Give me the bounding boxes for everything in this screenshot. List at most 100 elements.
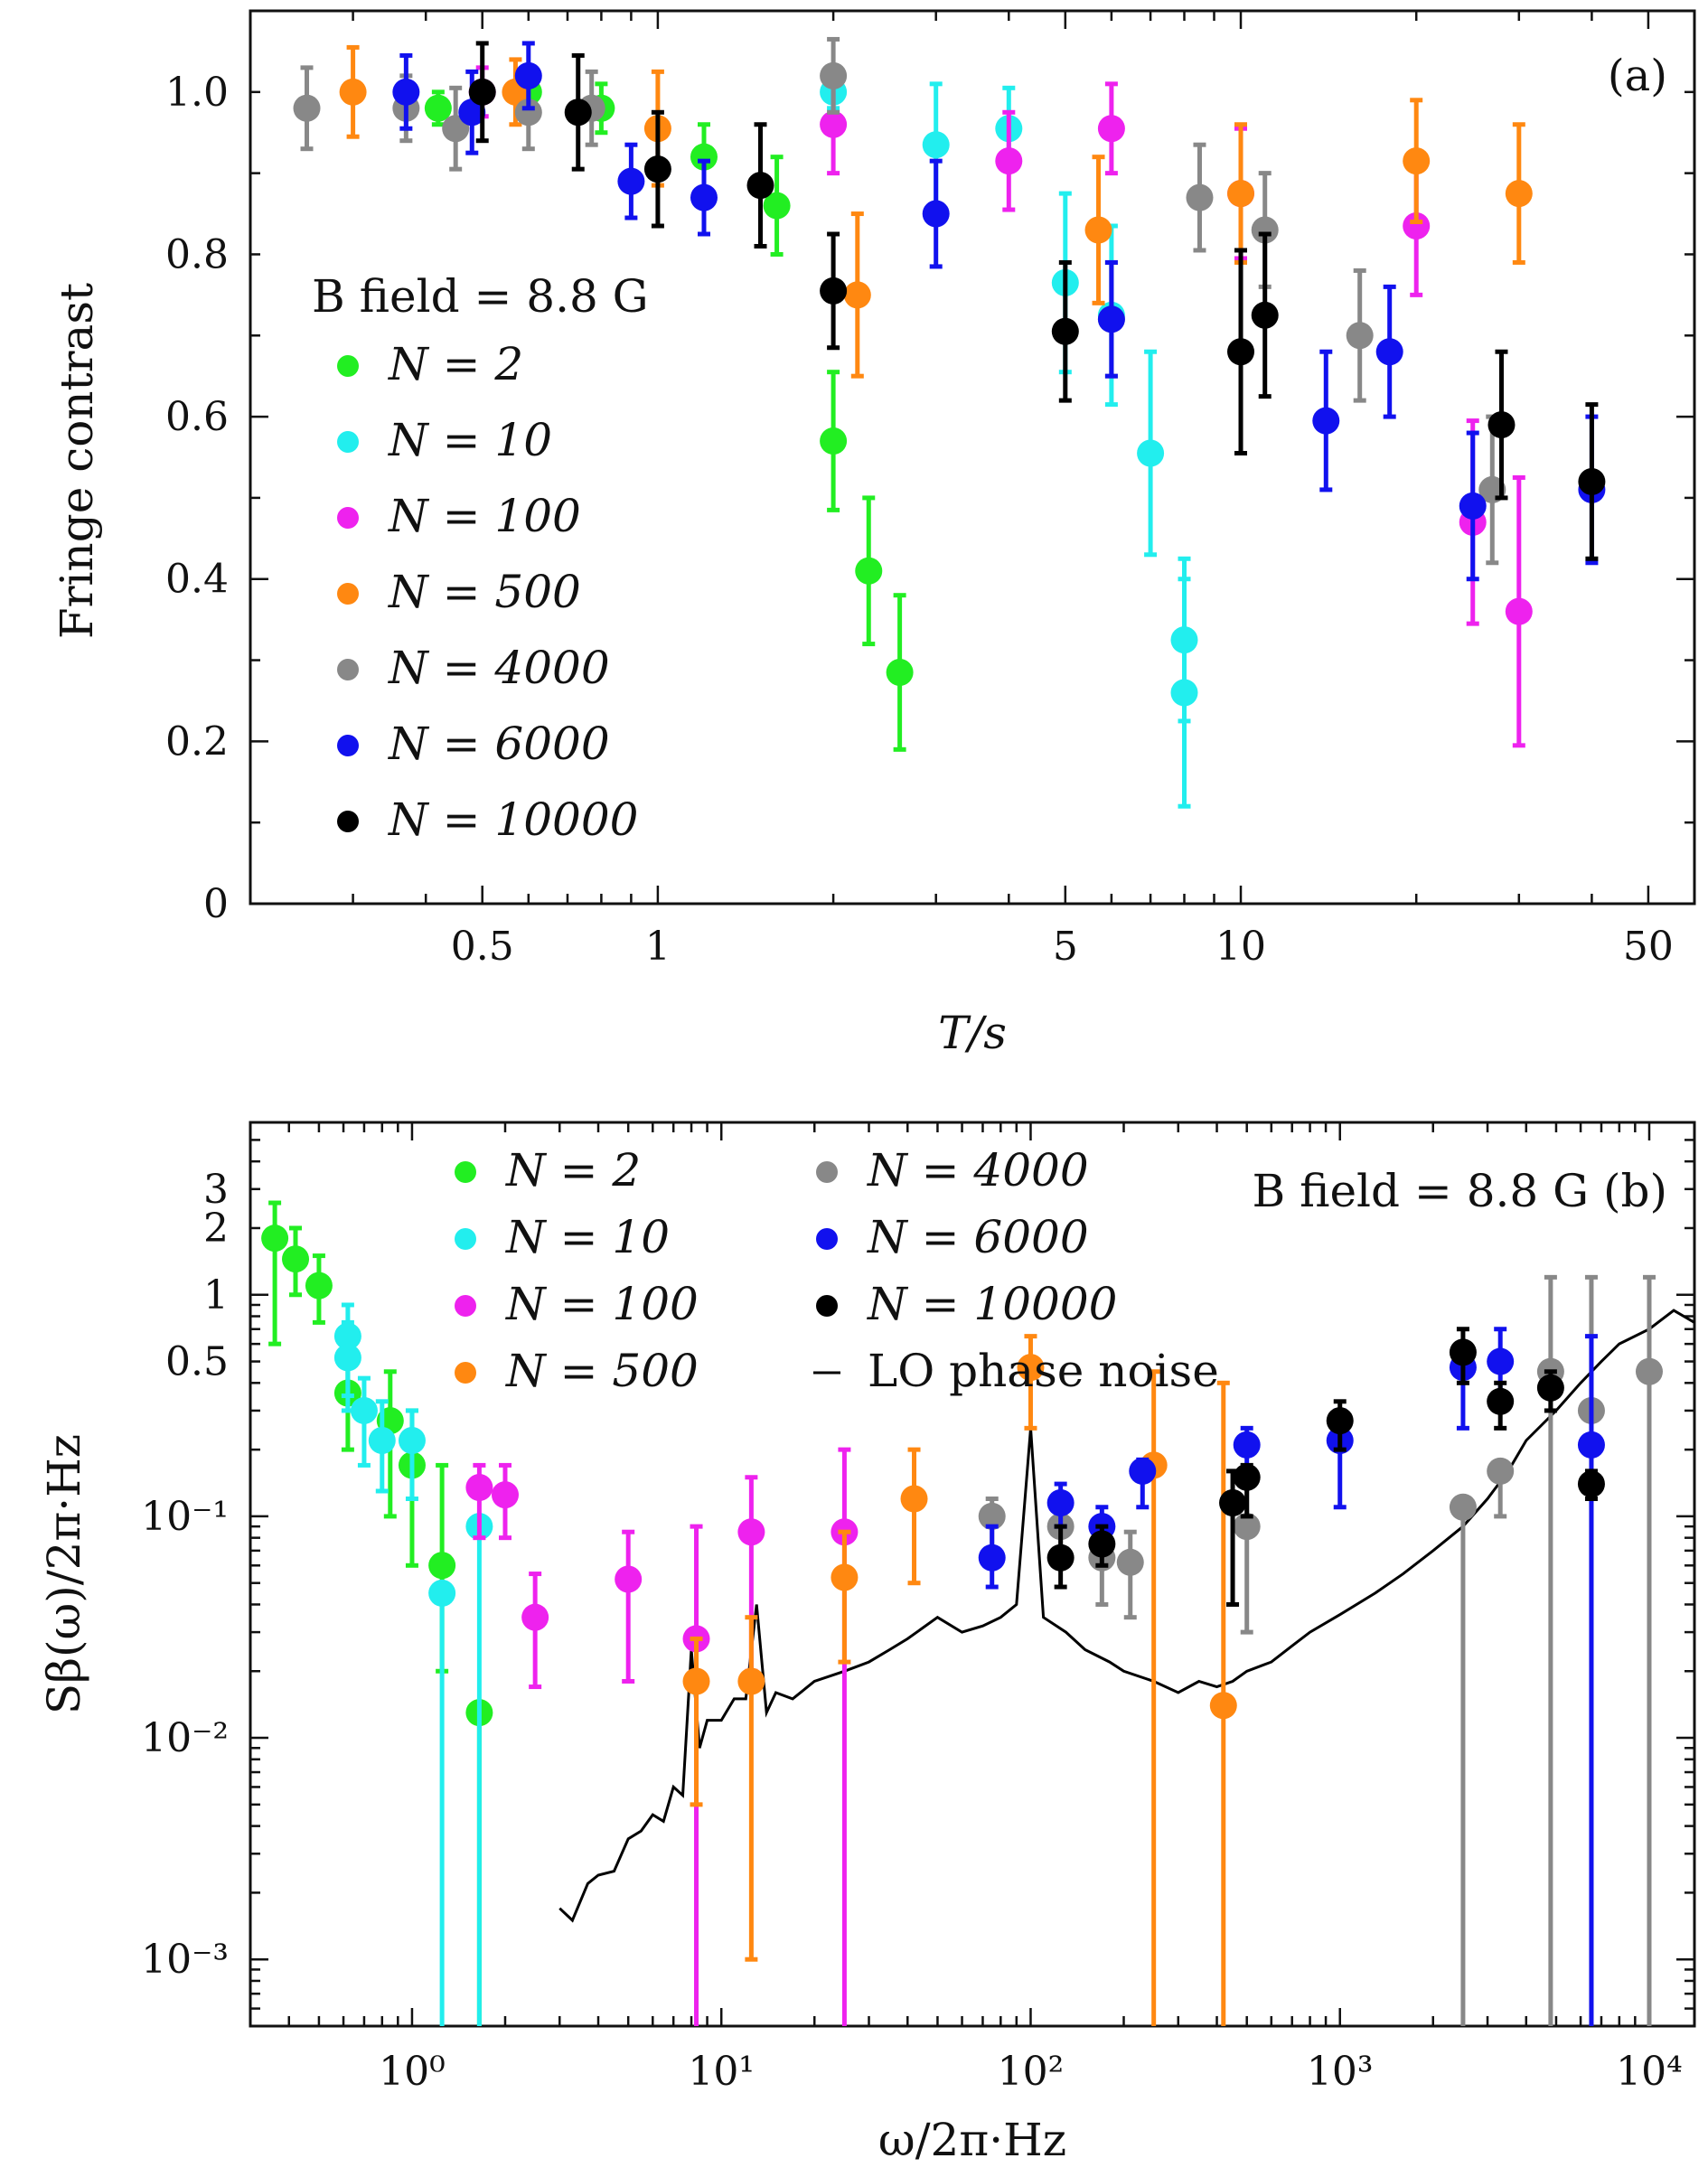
data-point bbox=[428, 1579, 456, 1607]
legend-label: N = 500 bbox=[505, 1345, 699, 1397]
legend-label: LO phase noise bbox=[868, 1345, 1219, 1397]
data-point bbox=[1578, 467, 1606, 495]
data-point bbox=[305, 1271, 333, 1300]
data-point bbox=[820, 110, 848, 138]
x-tick-label: 10³ bbox=[1307, 2049, 1374, 2095]
x-tick-label: 0.5 bbox=[451, 924, 514, 970]
legend-label: N = 4000 bbox=[388, 642, 610, 694]
data-point bbox=[831, 1563, 859, 1591]
x-tick-label: 10¹ bbox=[688, 2049, 755, 2095]
y-tick-label-minor: 0.5 bbox=[165, 1339, 229, 1385]
series-N2 bbox=[261, 1200, 493, 2026]
legend-label: N = 10000 bbox=[388, 793, 639, 846]
data-point bbox=[1577, 1470, 1605, 1498]
data-point bbox=[261, 1225, 289, 1253]
panel-a-xlabel: T/s bbox=[938, 1007, 1007, 1059]
series-N100 bbox=[465, 1447, 859, 2026]
data-point bbox=[514, 61, 542, 89]
y-tick-label-minor: 1 bbox=[203, 1272, 229, 1318]
x-tick-label: 10² bbox=[998, 2049, 1065, 2095]
y-tick-label: 0.2 bbox=[165, 718, 229, 765]
data-point bbox=[737, 1518, 765, 1546]
legend-marker bbox=[337, 507, 359, 529]
data-point bbox=[1459, 492, 1487, 520]
series-N6000 bbox=[978, 1327, 1605, 2026]
data-point bbox=[1186, 183, 1214, 211]
data-point bbox=[1137, 439, 1165, 467]
data-point bbox=[282, 1245, 310, 1273]
y-tick-label-minor: 2 bbox=[203, 1206, 229, 1252]
data-point bbox=[682, 1667, 710, 1695]
series-N500 bbox=[682, 1334, 1237, 2026]
panel-b: 10⁰ 10¹ 10² 10³ 10⁴ 10⁻³ 10⁻² 10⁻¹ 0.5 1 23 ω/2π·H… bbox=[38, 1121, 1696, 2166]
data-point bbox=[1326, 1407, 1354, 1435]
legend-label: N = 6000 bbox=[867, 1211, 1089, 1263]
data-point bbox=[424, 94, 452, 122]
data-point bbox=[1487, 1347, 1515, 1375]
data-point bbox=[1577, 1431, 1605, 1459]
legend-marker bbox=[455, 1228, 476, 1250]
data-point bbox=[1170, 679, 1198, 707]
panel-a: 0.5 1 5 10 50 0 0.2 0.4 0.6 0.8 1.0 T/s Fringe con… bbox=[51, 9, 1696, 1059]
y-tick-label: 10⁻¹ bbox=[141, 1494, 229, 1540]
data-point bbox=[1635, 1357, 1663, 1385]
data-point bbox=[820, 61, 848, 89]
data-point bbox=[1097, 305, 1125, 333]
y-tick-label: 10⁻² bbox=[141, 1715, 229, 1761]
data-point bbox=[1505, 597, 1533, 625]
legend-marker bbox=[337, 811, 359, 832]
data-point bbox=[368, 1426, 396, 1454]
data-point bbox=[1227, 338, 1255, 366]
legend-marker bbox=[337, 659, 359, 680]
panel-b-xlabel: ω/2π·Hz bbox=[878, 2114, 1066, 2166]
data-point bbox=[1487, 1387, 1515, 1415]
series-N10000 bbox=[1046, 1327, 1605, 1607]
data-point bbox=[1449, 1493, 1477, 1521]
data-point bbox=[1051, 317, 1079, 345]
data-point bbox=[1403, 147, 1431, 175]
legend-label: N = 10 bbox=[505, 1211, 670, 1263]
data-point bbox=[1403, 212, 1431, 240]
data-point bbox=[1233, 1431, 1261, 1459]
y-tick-label: 0 bbox=[203, 881, 229, 927]
data-point bbox=[1017, 1354, 1045, 1382]
legend-marker bbox=[455, 1295, 476, 1317]
data-point bbox=[1233, 1513, 1261, 1541]
data-point bbox=[843, 281, 871, 309]
data-point bbox=[1209, 1692, 1237, 1720]
legend-marker bbox=[337, 583, 359, 605]
data-point bbox=[886, 659, 914, 687]
data-point bbox=[491, 1481, 519, 1509]
x-tick-label: 50 bbox=[1623, 924, 1674, 970]
data-point bbox=[1375, 338, 1403, 366]
panel-b-annotation: B field = 8.8 G (b) bbox=[1252, 1165, 1667, 1217]
legend-marker bbox=[337, 355, 359, 377]
series-N10 bbox=[333, 1302, 493, 2026]
panel-a-legend: N = 2 N = 10 N = 100 N = 500 N = 4000 N = 600… bbox=[337, 338, 639, 846]
data-point bbox=[1088, 1530, 1116, 1558]
data-point bbox=[1219, 1489, 1247, 1517]
legend-marker bbox=[455, 1161, 476, 1183]
panel-a-label: (a) bbox=[1608, 51, 1667, 101]
data-point bbox=[1449, 1338, 1477, 1366]
panel-b-ticks: 10⁰ 10¹ 10² 10³ 10⁴ 10⁻³ 10⁻² 10⁻¹ 0.5 1 23 bbox=[141, 1121, 1694, 2095]
y-tick-label-minor: 3 bbox=[203, 1167, 229, 1213]
panel-b-ylabel: Sβ(ω)/2π·Hz bbox=[38, 1434, 90, 1714]
panel-a-legend-title: B field = 8.8 G bbox=[312, 270, 649, 323]
data-point bbox=[690, 183, 718, 211]
data-point bbox=[922, 200, 950, 228]
data-point bbox=[978, 1502, 1006, 1530]
y-tick-label: 10⁻³ bbox=[141, 1937, 229, 1983]
data-point bbox=[1046, 1544, 1075, 1572]
data-point bbox=[617, 167, 645, 195]
panel-b-legend: N = 2 N = 10 N = 100 N = 500 N = 4000 N = 600… bbox=[455, 1144, 1219, 1397]
data-point bbox=[978, 1544, 1006, 1572]
data-point bbox=[1233, 1463, 1261, 1491]
data-point bbox=[521, 1603, 549, 1631]
data-point bbox=[820, 277, 848, 305]
data-point bbox=[1116, 1548, 1144, 1576]
data-point bbox=[737, 1667, 765, 1695]
data-point bbox=[1227, 180, 1255, 208]
data-point bbox=[900, 1485, 928, 1513]
data-point bbox=[855, 557, 883, 585]
